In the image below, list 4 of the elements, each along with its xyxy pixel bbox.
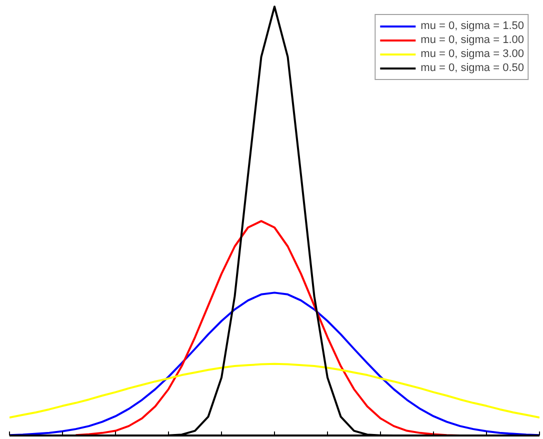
legend-label: mu = 0, sigma = 1.50	[420, 19, 524, 33]
legend-label: mu = 0, sigma = 1.00	[420, 33, 524, 47]
legend-label: mu = 0, sigma = 3.00	[420, 47, 524, 61]
legend-label: mu = 0, sigma = 0.50	[420, 61, 524, 75]
